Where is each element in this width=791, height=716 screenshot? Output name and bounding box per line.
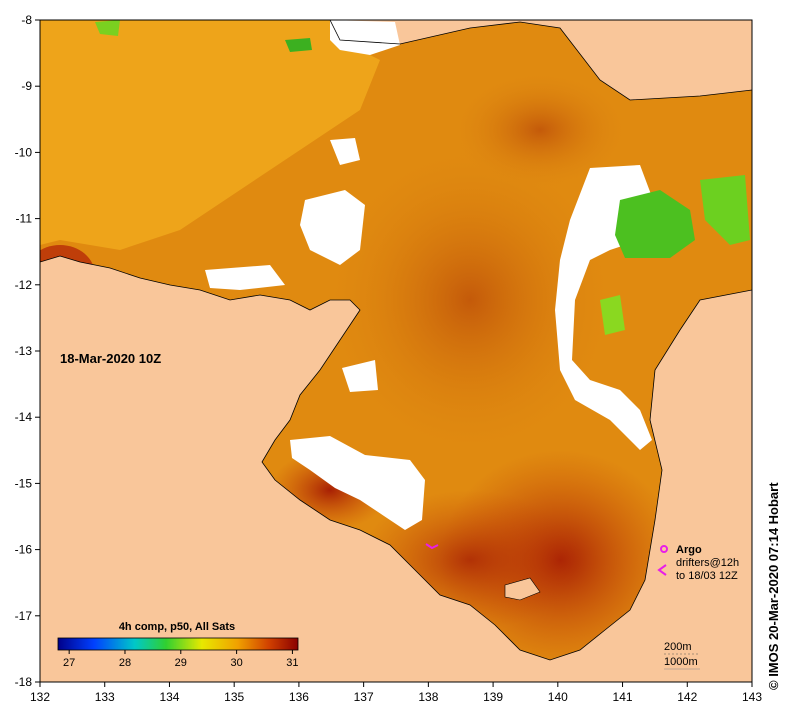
latitude-axis: -8 -9 -10 -11 -12 -13 -14 -15 -16 -17 -18 (15, 13, 40, 689)
lat-tick-label: -12 (15, 278, 33, 292)
legend-argo: Argo (676, 544, 702, 556)
cloud-patch-gove (342, 360, 378, 392)
drifter-marker-icon (657, 564, 667, 576)
legend-contour-200: 200m (664, 641, 692, 653)
longitude-axis: 132 133 134 135 136 137 138 139 140 141 142 143 (30, 682, 762, 704)
lat-tick-label: -18 (15, 675, 33, 689)
lon-tick-label: 139 (483, 690, 503, 704)
lon-tick-label: 136 (289, 690, 309, 704)
argo-marker-icon (660, 545, 668, 553)
sst-mid-patch (320, 140, 620, 460)
cool-patch-north (95, 20, 120, 36)
lon-tick-label: 142 (677, 690, 697, 704)
lat-tick-label: -11 (16, 212, 33, 226)
sst-mid-patch-north (450, 70, 630, 190)
lon-tick-label: 134 (159, 690, 179, 704)
lon-tick-label: 143 (742, 690, 762, 704)
drifter-track (425, 543, 439, 550)
colorbar: 4h comp, p50, All Sats 27 28 29 30 31 (57, 621, 299, 669)
cool-patch-mid (600, 295, 625, 335)
cool-patch-north2 (285, 38, 312, 52)
lat-tick-label: -10 (15, 145, 33, 159)
cloud-patch-wessel (300, 190, 365, 265)
mornington-island (504, 577, 541, 601)
cloud-patch-north (330, 20, 400, 55)
lat-tick-label: -9 (21, 79, 32, 93)
lat-tick-label: -8 (21, 13, 32, 27)
cloud-patch-west (205, 265, 285, 290)
lat-tick-label: -14 (15, 410, 33, 424)
arnhem-land (40, 256, 560, 682)
colorbar-ticks: 27 28 29 30 31 (63, 650, 299, 669)
colorbar-tick-label: 27 (63, 657, 75, 669)
lon-tick-label: 137 (354, 690, 374, 704)
lat-tick-label: -15 (15, 476, 33, 490)
colorbar-tick-label: 29 (175, 657, 187, 669)
lon-tick-label: 140 (548, 690, 568, 704)
imos-credit: © IMOS 20-Mar-2020 07:14 Hobart (766, 482, 781, 690)
lat-tick-label: -17 (15, 609, 33, 623)
lat-tick-label: -13 (15, 344, 33, 358)
lon-tick-label: 141 (613, 690, 633, 704)
map-timestamp: 18-Mar-2020 10Z (60, 351, 161, 366)
colorbar-tick-label: 28 (119, 657, 131, 669)
cloud-patch-small (330, 138, 360, 165)
cool-patch-coast (700, 175, 750, 245)
lon-tick-label: 135 (224, 690, 244, 704)
east-coast-land (550, 290, 752, 682)
colorbar-tick-label: 31 (286, 657, 298, 669)
legend: Argo drifters@12h to 18/03 12Z 200m 1000… (657, 544, 739, 670)
legend-contour-1000: 1000m (664, 656, 698, 668)
lat-tick-label: -16 (15, 543, 33, 557)
coastline (40, 20, 752, 661)
colorbar-title: 4h comp, p50, All Sats (119, 621, 235, 633)
cape-york-land (560, 20, 752, 100)
lon-tick-label: 132 (30, 690, 50, 704)
colorbar-tick-label: 30 (230, 657, 242, 669)
lon-tick-label: 138 (418, 690, 438, 704)
cool-patch-capeyork (615, 190, 695, 258)
sst-cool-band (40, 20, 380, 250)
colorbar-gradient (57, 637, 299, 651)
lon-tick-label: 133 (95, 690, 115, 704)
legend-drifters: drifters@12h (676, 557, 739, 569)
cloud-patch-groote (290, 436, 425, 530)
legend-drifters-time: to 18/03 12Z (676, 570, 738, 582)
